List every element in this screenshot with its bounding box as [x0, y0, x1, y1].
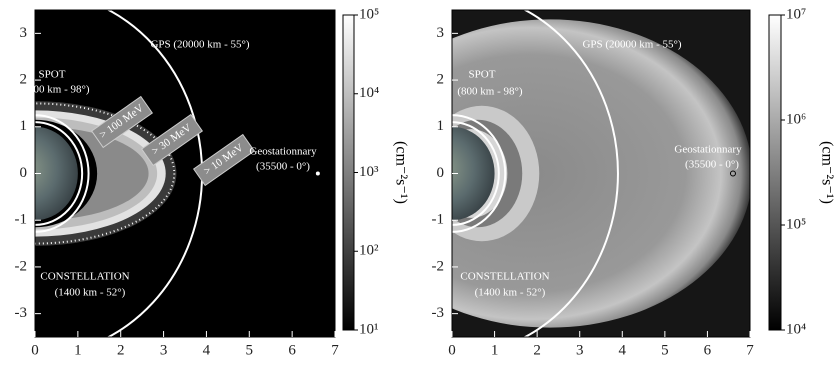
colorbar-tick-label: 10¹	[359, 321, 379, 337]
y-tick-label: -3	[15, 305, 28, 321]
orbit	[522, 10, 619, 337]
colorbar	[342, 14, 355, 331]
y-tick-label: -2	[15, 258, 28, 274]
plot-area	[35, 10, 335, 337]
annotation: (1400 km - 52°)	[475, 287, 546, 299]
x-tick-label: 1	[491, 342, 499, 358]
colorbar-label: (cm⁻²s⁻¹)	[818, 141, 835, 204]
colorbar-tick-label: 10⁴	[786, 321, 806, 337]
x-tick-label: 7	[746, 342, 754, 358]
x-tick-label: 7	[331, 342, 339, 358]
y-tick-label: 3	[20, 25, 28, 41]
x-tick-label: 4	[619, 342, 627, 358]
y-tick-label: 1	[20, 118, 28, 134]
orbit-marker	[729, 170, 736, 177]
plot-area	[452, 10, 750, 337]
colorbar-label: (cm⁻²s⁻¹)	[392, 141, 409, 204]
energy-arrow	[90, 95, 154, 149]
x-tick-label: 6	[288, 342, 296, 358]
y-tick-label: 3	[437, 25, 445, 41]
x-tick-label: 4	[203, 342, 211, 358]
energy-arrow	[140, 113, 204, 167]
annotation: CONSTELLATION	[40, 271, 129, 283]
colorbar-tick-label: 10³	[359, 164, 379, 180]
y-tick-label: 1	[437, 118, 445, 134]
x-tick-label: 0	[31, 342, 39, 358]
x-tick-label: 5	[246, 342, 254, 358]
colorbar-tick-label: 10⁵	[786, 216, 806, 232]
annotation: SPOT	[469, 69, 496, 81]
annotation: CONSTELLATION	[460, 271, 549, 283]
y-tick-label: -1	[15, 212, 28, 228]
annotation: (800 km - 98°)	[457, 86, 523, 98]
annotation: (800 km - 98°)	[24, 84, 90, 96]
y-tick-label: -2	[432, 258, 445, 274]
y-tick-label: 0	[20, 165, 28, 181]
annotation: Geostationnary	[674, 144, 742, 156]
annotation: Geostationnary	[249, 146, 317, 158]
orbit	[35, 121, 84, 226]
flux-region	[35, 102, 176, 245]
annotation: (35500 - 0°)	[685, 159, 739, 171]
annotation: (35500 - 0°)	[256, 161, 310, 173]
y-tick-label: -1	[432, 212, 445, 228]
orbit-marker	[315, 171, 320, 176]
x-tick-label: 5	[661, 342, 669, 358]
x-tick-label: 2	[533, 342, 541, 358]
x-tick-label: 6	[704, 342, 712, 358]
annotation: GPS (20000 km - 55°)	[582, 39, 681, 51]
flux-region	[452, 19, 750, 328]
y-tick-label: -3	[432, 305, 445, 321]
colorbar-tick-label: 10⁵	[359, 6, 379, 22]
colorbar-tick-label: 10⁶	[786, 111, 806, 127]
x-tick-label: 3	[576, 342, 584, 358]
x-tick-label: 3	[160, 342, 168, 358]
colorbar-tick-label: 10⁴	[359, 85, 379, 101]
annotation: (1400 km - 52°)	[55, 287, 126, 299]
y-tick-label: 2	[437, 72, 445, 88]
colorbar-tick-label: 10²	[359, 243, 379, 259]
orbit	[35, 114, 90, 233]
orbit	[452, 121, 500, 226]
y-tick-label: 0	[437, 165, 445, 181]
x-tick-label: 1	[74, 342, 82, 358]
annotation: GPS (20000 km - 55°)	[150, 39, 249, 51]
annotation: SPOT	[39, 69, 66, 81]
x-tick-label: 0	[448, 342, 456, 358]
y-tick-label: 2	[20, 72, 28, 88]
colorbar-tick-label: 10⁷	[786, 6, 806, 22]
energy-arrow	[192, 133, 256, 187]
x-tick-label: 2	[117, 342, 125, 358]
orbit	[452, 114, 507, 233]
flux-region	[35, 126, 78, 221]
colorbar	[768, 14, 782, 331]
flux-region	[452, 126, 495, 221]
